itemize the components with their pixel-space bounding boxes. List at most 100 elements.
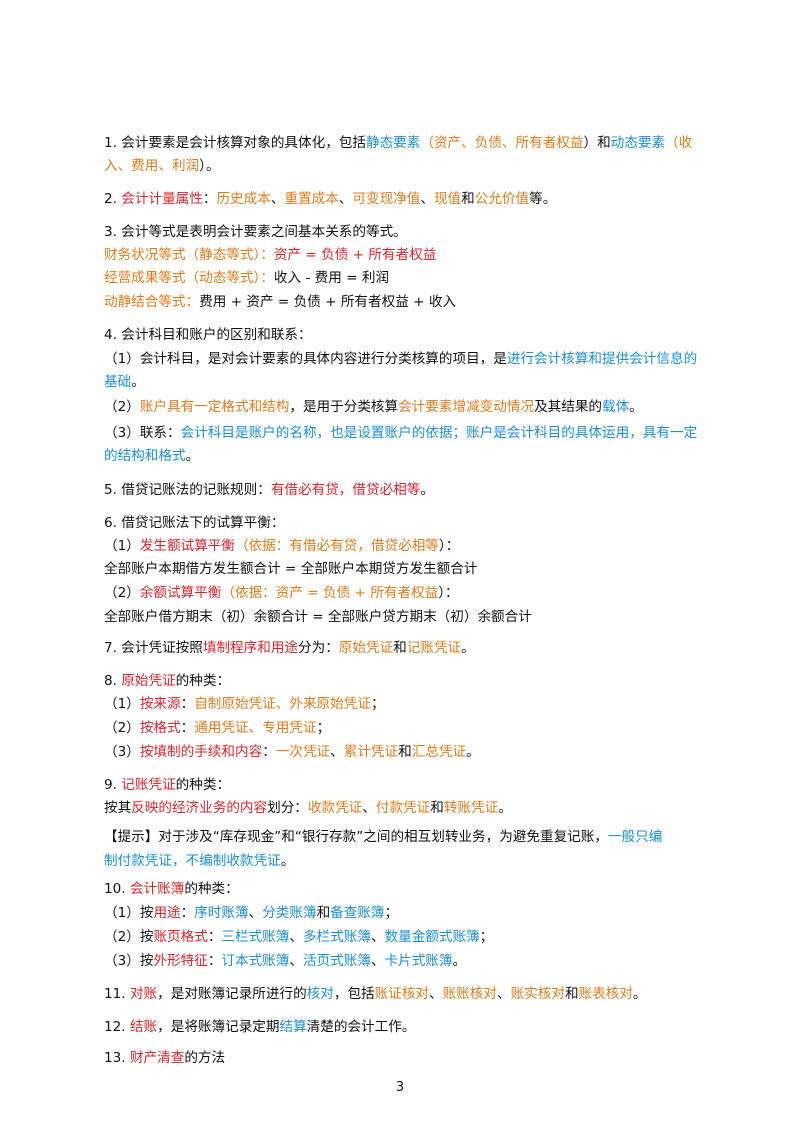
- text: ：: [180, 905, 195, 921]
- highlight-income: 入、费用、利润: [104, 158, 200, 174]
- text: 费用 + 资产 = 负债 + 所有者权益 + 收入: [199, 294, 457, 310]
- text: 收: [678, 135, 693, 151]
- item-4-title: 4. 会计科目和账户的区别和联系：: [104, 327, 312, 343]
- text: 、: [330, 744, 344, 760]
- item-12: 12. 结账，是将账簿记录定期结算清楚的会计工作。: [104, 1017, 415, 1037]
- text: 财务状况等式（静态等式）：: [104, 247, 274, 263]
- text: 。: [452, 953, 467, 969]
- text: ：: [180, 696, 195, 712]
- text: 【提示】对于涉及“库存现金”和“银行存款”之间的相互划转业务，为避免重复记账，: [104, 829, 608, 845]
- item-3-title: 3. 会计等式是表明会计要素之间基本关系的等式。: [104, 224, 407, 240]
- text: 转账凭证: [443, 800, 499, 816]
- text: 。: [629, 399, 643, 415]
- highlight: 历史成本: [216, 191, 271, 207]
- text: 、: [370, 929, 385, 945]
- highlight: 重置成本: [284, 191, 339, 207]
- text: 11.: [104, 986, 130, 1002]
- item-1-line-1: 1. 会计要素是会计核算对象的具体化，包括静态要素（资产、负债、所有者权益）和动…: [104, 133, 692, 153]
- item-6-line-1: （1）发生额试算平衡（依据：有借必有贷，借贷必相等）：: [104, 536, 459, 556]
- text: 及其结果的: [534, 399, 603, 415]
- text: 财产清查: [129, 1050, 185, 1066]
- text: 数量金额式账簿: [384, 929, 480, 945]
- text: 。: [461, 640, 475, 656]
- text: ）：: [438, 538, 460, 554]
- text: 按格式: [139, 720, 181, 736]
- item-5: 5. 借贷记账法的记账规则：有借必有贷，借贷必相等。: [104, 480, 434, 500]
- text: 一般只编: [607, 829, 663, 845]
- text: 收入 - 费用 = 利润: [273, 270, 390, 286]
- highlight: 公允价值: [474, 191, 530, 207]
- highlight: 现值: [433, 191, 462, 207]
- text: ，包括: [333, 986, 375, 1002]
- text: 的种类：: [175, 777, 231, 793]
- text: （1）会计科目，是对会计要素的具体内容进行分类核算的项目，是: [104, 351, 507, 367]
- text: 和: [393, 640, 407, 656]
- text: 、: [420, 191, 434, 207]
- text: 按来源: [139, 696, 181, 712]
- text: 经营成果等式（动态等式）：: [104, 270, 274, 286]
- item-6-line-2: 全部账户本期借方发生额合计 = 全部账户本期贷方发生额合计: [104, 561, 478, 577]
- item-6-title: 6. 借贷记账法下的试算平衡：: [104, 515, 285, 531]
- text: 和: [398, 744, 412, 760]
- text: 和: [564, 986, 579, 1002]
- text: 的种类：: [184, 881, 239, 897]
- text: （2）按: [104, 929, 154, 945]
- text: 订本式账簿: [221, 953, 290, 969]
- text: 账账核对: [442, 986, 497, 1002]
- text: 13.: [104, 1050, 130, 1066]
- text: 活页式账簿: [302, 953, 371, 969]
- text: 动静结合等式：: [104, 294, 200, 310]
- text: （2）: [104, 720, 140, 736]
- text: 载体: [602, 399, 630, 415]
- item-8-line-2: （2）按格式：通用凭证、专用凭证；: [104, 718, 330, 738]
- item-8-line-1: （1）按来源：自制原始凭证、外来原始凭证；: [104, 694, 385, 714]
- text: 10.: [104, 881, 130, 897]
- item-9-tip-line-1: 【提示】对于涉及“库存现金”和“银行存款”之间的相互划转业务，为避免重复记账，一…: [104, 827, 662, 847]
- text: 结账: [129, 1019, 158, 1035]
- text: （3）按: [104, 953, 154, 969]
- text: 原始凭证: [121, 673, 176, 689]
- item-7: 7. 会计凭证按照填制程序和用途分为：原始凭证和记账凭证。: [104, 638, 475, 658]
- item-1-line-2: 入、费用、利润）。: [104, 156, 220, 176]
- text: 资产 = 负债 + 所有者权益: [273, 247, 437, 263]
- highlight-assets: 资产、负债、所有者权益: [433, 135, 584, 151]
- text: 备查账簿: [330, 905, 385, 921]
- text: 记账凭证: [121, 777, 176, 793]
- text: 对账: [129, 986, 158, 1002]
- text: 划分：: [267, 800, 308, 816]
- text: 。: [185, 448, 200, 464]
- text: 、: [338, 191, 353, 207]
- text: 外形特征: [153, 953, 208, 969]
- text: ：: [180, 720, 195, 736]
- text: 账页格式: [153, 929, 208, 945]
- text: 和: [316, 905, 331, 921]
- text: 清楚的会计工作。: [306, 1019, 416, 1035]
- text: 核对: [306, 986, 334, 1002]
- text: 用途: [153, 905, 181, 921]
- text: 分为：: [298, 640, 339, 656]
- text: ）：: [438, 585, 459, 601]
- text: ，是将账簿记录定期: [157, 1019, 280, 1035]
- item-4-p1-line-1: （1）会计科目，是对会计要素的具体内容进行分类核算的项目，是进行会计核算和提供会…: [104, 349, 697, 369]
- item-8-title: 8. 原始凭证的种类：: [104, 671, 230, 691]
- item-10-title: 10. 会计账簿的种类：: [104, 879, 239, 899]
- text: ）和: [583, 135, 611, 151]
- item-9-line-1: 按其反映的经济业务的内容划分：收款凭证、付款凭证和转账凭证。: [104, 798, 512, 818]
- text: 会计科目是账户的名称，也是设置账户的依据；账户是会计科目的具体运用，具有一定: [180, 425, 698, 441]
- text: 结算: [279, 1019, 307, 1035]
- text: 7. 会计凭证按照: [104, 640, 203, 656]
- text: 有借必有贷，借贷必相等: [270, 482, 421, 498]
- text: 和: [461, 191, 475, 207]
- text: 会计要素增减变动情况: [398, 399, 535, 415]
- text: （: [665, 135, 679, 151]
- text: 的方法: [184, 1050, 226, 1066]
- text: 累计凭证: [343, 744, 399, 760]
- text: 会计账簿: [129, 881, 185, 897]
- text: 、: [270, 191, 285, 207]
- item-10-line-3: （3）按外形特征：订本式账簿、活页式账簿、卡片式账簿。: [104, 951, 466, 971]
- text: 余额试算平衡: [139, 585, 222, 601]
- text: 收款凭证: [307, 800, 363, 816]
- text: ：: [202, 191, 217, 207]
- text: 、: [429, 986, 443, 1002]
- highlight-dynamic-elements: 动态要素: [610, 135, 666, 151]
